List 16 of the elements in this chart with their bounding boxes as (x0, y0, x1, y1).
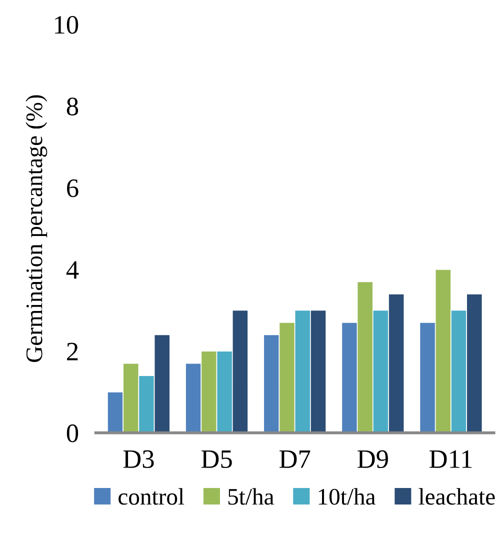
legend-label: control (118, 488, 184, 505)
y-tick-label: 10 (55, 16, 78, 34)
y-tick-label: 2 (67, 342, 78, 360)
legend-label: 5t/ha (228, 488, 274, 505)
y-axis-title: Germination percantage (%) (26, 95, 48, 362)
y-tick-label: 8 (66, 98, 78, 116)
x-tick-label: D7 (279, 450, 310, 468)
y-tick-label: 4 (66, 261, 79, 279)
x-tick-label: D3 (123, 450, 154, 468)
y-tick-label: 6 (67, 179, 78, 198)
legend-label: 10t/ha (318, 488, 376, 505)
y-tick-label: 0 (66, 424, 78, 442)
x-tick-label: D11 (430, 450, 472, 468)
x-tick-label: D9 (358, 450, 388, 468)
x-tick-label: D5 (201, 450, 232, 468)
legend-label: leachate (418, 488, 495, 505)
